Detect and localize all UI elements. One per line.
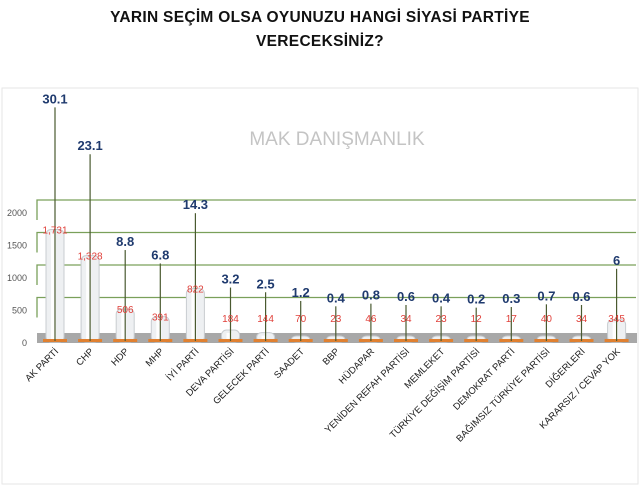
percent-label: 1.2	[292, 285, 310, 300]
percent-label: 8.8	[116, 234, 134, 249]
percent-label: 0.6	[572, 289, 590, 304]
x-tick-label: DEMOKRAT PARTİ	[451, 346, 517, 412]
gridline	[36, 264, 636, 285]
percent-label: 0.2	[467, 292, 485, 307]
count-label: 1,328	[78, 252, 103, 263]
percent-label: 0.7	[537, 288, 555, 303]
count-label: 391	[152, 313, 169, 324]
percent-label: 0.4	[327, 290, 346, 305]
title-line-2: VERECEKSİNİZ?	[256, 33, 384, 50]
count-label: 70	[295, 314, 307, 325]
percent-label: 0.3	[502, 291, 520, 306]
percent-label: 6	[613, 253, 620, 268]
count-label: 184	[222, 314, 239, 325]
title-line-1: YARIN SEÇİM OLSA OYUNUZU HANGİ SİYASİ PA…	[110, 9, 530, 26]
y-tick-label: 1000	[7, 273, 27, 283]
bar-highlight	[86, 258, 92, 339]
x-tick-label: HDP	[109, 346, 131, 368]
y-tick-label: 1500	[7, 241, 27, 251]
bar-highlight	[612, 322, 618, 339]
gridline	[36, 199, 636, 220]
x-tick-label: MHP	[144, 346, 167, 369]
y-tick-label: 2000	[7, 208, 27, 218]
bar-highlight	[51, 232, 56, 339]
count-label: 144	[257, 314, 274, 325]
bar-highlight	[121, 312, 127, 339]
percent-label: 0.8	[362, 288, 380, 303]
bar-highlight	[156, 319, 162, 339]
gridline	[36, 296, 636, 318]
count-label: 1,731	[42, 225, 67, 236]
x-tick-label: İYİ PARTİ	[164, 346, 201, 383]
plot-frame	[1, 87, 639, 485]
x-tick-label: AK PARTİ	[23, 346, 61, 384]
percent-label: 14.3	[183, 197, 208, 212]
chart-title: YARIN SEÇİM OLSA OYUNUZU HANGİ SİYASİ PA…	[0, 6, 640, 54]
x-tick-label: SAADET	[272, 346, 307, 381]
count-label: 17	[506, 314, 518, 325]
gridline	[36, 231, 636, 253]
count-label: 40	[541, 314, 553, 325]
count-label: 34	[576, 314, 588, 325]
count-label: 23	[436, 314, 448, 325]
count-label: 34	[400, 314, 412, 325]
percent-label: 6.8	[151, 247, 169, 262]
percent-label: 23.1	[77, 138, 102, 153]
watermark: MAK DANIŞMANLIK	[249, 129, 425, 150]
count-label: 12	[471, 314, 483, 325]
percent-label: 2.5	[257, 276, 275, 291]
bar-highlight	[226, 333, 232, 339]
percent-label: 0.4	[432, 290, 451, 305]
count-label: 506	[117, 305, 134, 316]
y-tick-label: 500	[12, 306, 27, 316]
percent-label: 30.1	[42, 91, 67, 106]
count-label: 345	[608, 314, 625, 325]
percent-label: 3.2	[221, 272, 239, 287]
x-tick-label: CHP	[74, 346, 96, 368]
bar-highlight	[191, 291, 197, 339]
count-label: 46	[365, 314, 377, 325]
y-tick-label: 0	[22, 338, 27, 348]
percent-label: 0.6	[397, 289, 415, 304]
bar-highlight	[261, 335, 267, 339]
x-tick-label: BBP	[321, 346, 342, 367]
count-label: 822	[187, 285, 204, 296]
count-label: 23	[330, 314, 342, 325]
